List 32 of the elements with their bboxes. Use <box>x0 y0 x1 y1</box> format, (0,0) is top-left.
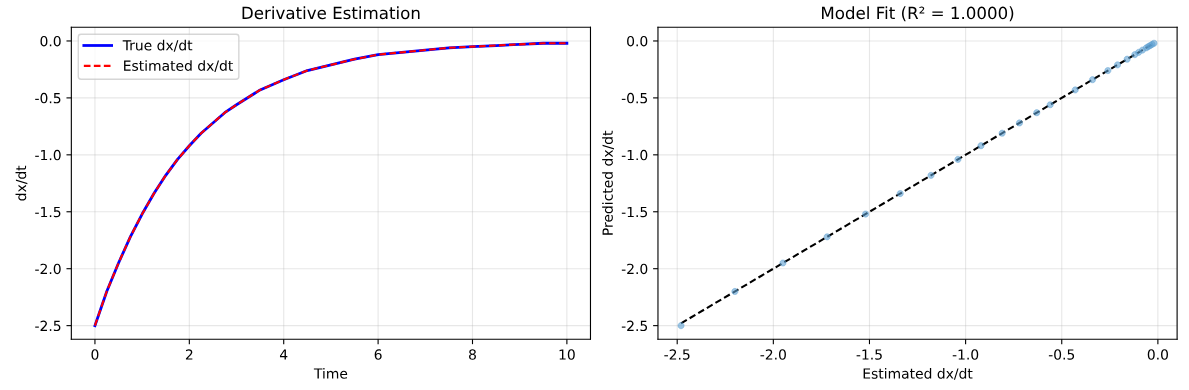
y-tick-label: -1.0 <box>621 149 648 161</box>
y-tick-label: -0.5 <box>621 92 648 104</box>
y-tick-label: 0.0 <box>40 35 61 47</box>
legend-label: Estimated dx/dt <box>124 60 233 73</box>
y-tick-label: -2.0 <box>35 263 61 275</box>
x-tick-label: -2.0 <box>760 349 786 360</box>
y-axis-title: Predicted dx/dt <box>602 130 614 235</box>
legend-label: True dx/dt <box>122 39 193 52</box>
y-tick-label: -2.0 <box>621 263 648 275</box>
x-tick-label: 6 <box>374 349 382 360</box>
y-tick-label: -2.5 <box>35 320 61 332</box>
x-tick-label: 2 <box>185 349 193 360</box>
chart-title: Model Fit (R² = 1.0000) <box>822 6 1014 22</box>
y-tick-label: 0.0 <box>627 35 648 47</box>
x-tick-label: 8 <box>469 349 476 360</box>
x-tick-label: 4 <box>279 349 288 360</box>
x-tick-label: -1.5 <box>856 349 882 360</box>
x-tick-label: 10 <box>559 349 575 360</box>
x-tick-label: 0.0 <box>1147 349 1168 360</box>
x-axis-title: Time <box>313 368 348 379</box>
x-tick-label: -1.0 <box>952 349 979 360</box>
y-tick-label: -1.5 <box>621 206 648 218</box>
y-tick-label: -1.5 <box>35 206 61 218</box>
x-tick-label: -2.5 <box>664 349 690 360</box>
y-tick-label: -2.5 <box>621 320 648 332</box>
y-tick-label: -0.5 <box>35 92 61 104</box>
y-axis-title: dx/dt <box>15 165 28 201</box>
x-axis-title: Estimated dx/dt <box>863 368 973 380</box>
x-tick-label: -0.5 <box>1048 349 1075 360</box>
y-tick-label: -1.0 <box>35 149 61 161</box>
x-tick-label: 0 <box>91 349 99 360</box>
chart-title: Derivative Estimation <box>242 6 420 20</box>
